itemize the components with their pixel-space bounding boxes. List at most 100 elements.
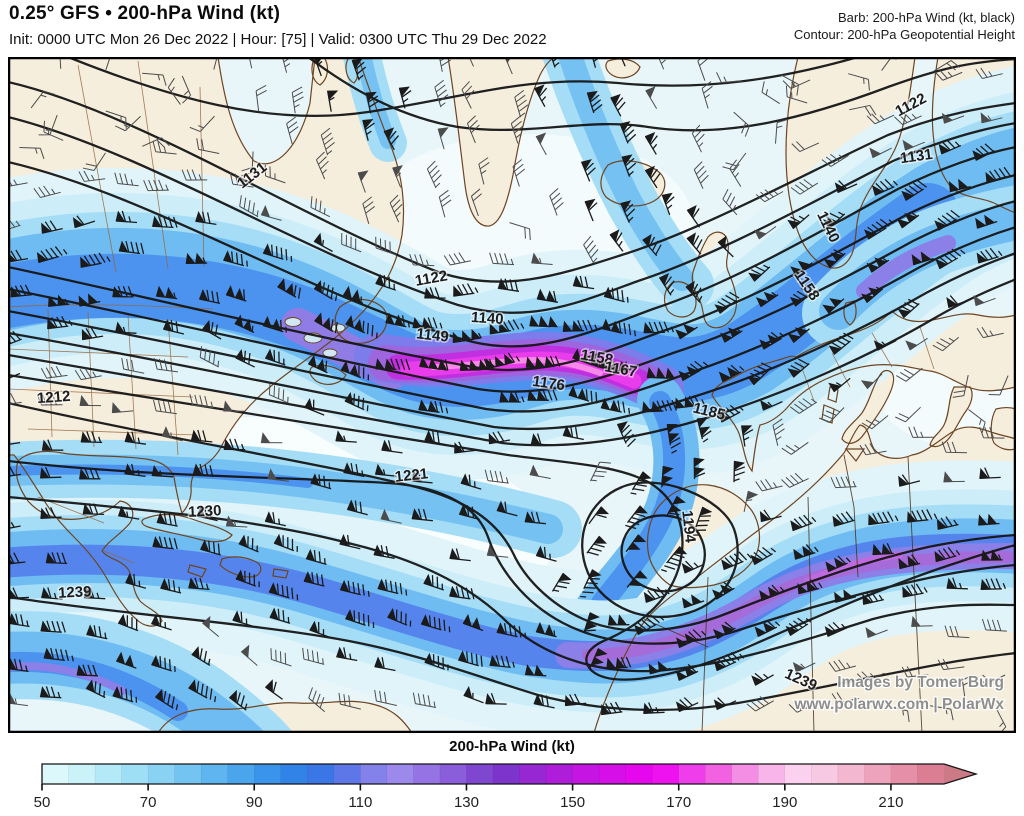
wind-barb: [339, 579, 370, 597]
wind-barb: [722, 188, 738, 216]
colorbar-segment: [545, 763, 574, 785]
wind-barb: [463, 685, 484, 704]
colorbar-segment: [758, 763, 786, 785]
colorbar-segment: [121, 763, 149, 785]
wind-barb: [264, 511, 286, 527]
wind-barb: [457, 650, 483, 667]
wind-barb: [160, 578, 182, 594]
wind-barb: [189, 115, 215, 132]
wind-barb: [946, 577, 968, 590]
wind-barb: [40, 366, 68, 379]
colorbar-segment: [705, 763, 733, 785]
wind-barb: [307, 354, 328, 374]
wind-barb: [362, 196, 375, 224]
wind-barb: [988, 375, 1009, 396]
wind-barb: [733, 111, 750, 137]
wind-barb: [666, 424, 681, 454]
wind-barb: [980, 578, 1007, 590]
colorbar-segment: [678, 763, 706, 785]
wind-barb: [525, 355, 561, 368]
wind-barb: [115, 651, 137, 669]
wind-barb: [894, 112, 922, 126]
wind-barb: [981, 549, 1003, 561]
wind-barb: [496, 622, 527, 639]
wind-barb: [232, 610, 254, 627]
wind-barb: [860, 286, 884, 304]
wind-barb: [619, 121, 637, 144]
wind-barb: [620, 200, 636, 223]
wind-barb: [185, 252, 208, 265]
wind-barb: [630, 471, 652, 495]
wind-barb: [310, 196, 331, 218]
wind-barb: [460, 473, 482, 490]
wind-barb: [267, 468, 289, 482]
wind-barb: [980, 112, 1003, 124]
wind-barb: [828, 332, 854, 355]
wind-barb: [642, 399, 678, 413]
wind-barb: [78, 293, 101, 307]
wind-barb: [151, 654, 176, 672]
africa-borders: [643, 454, 923, 733]
wind-barb: [590, 461, 611, 482]
wind-barb: [308, 687, 326, 713]
wind-barb: [972, 143, 995, 161]
colorbar-tick-label: 210: [878, 794, 903, 811]
wind-barb: [19, 147, 45, 160]
land-greece: [930, 387, 973, 447]
colorbar-segment: [784, 763, 812, 785]
wind-barb: [81, 327, 104, 341]
wind-barb: [825, 555, 851, 573]
wind-barb: [975, 67, 1003, 80]
legend-notes: Barb: 200-hPa Wind (kt, black) Contour: …: [794, 9, 1015, 43]
wind-barb: [458, 504, 480, 521]
wind-barb: [934, 69, 963, 81]
wind-barb: [449, 585, 475, 600]
wind-barb: [531, 252, 553, 265]
colorbar-tick-label: 110: [348, 794, 372, 811]
wind-barb: [821, 153, 849, 167]
wind-barb: [938, 139, 962, 155]
wind-barb: [387, 607, 412, 627]
wind-barb: [30, 90, 55, 109]
wind-barb: [823, 249, 846, 269]
wind-barb: [755, 189, 784, 203]
wind-barb: [339, 534, 361, 550]
map-border: [8, 57, 1016, 733]
colorbar-section: 200-hPa Wind (kt) 50 70 90 110 130 150 170 190 2…: [0, 733, 1024, 816]
wind-barb: [691, 124, 705, 153]
weather-map: 1122113111221131114011401149115811671158…: [8, 57, 1016, 733]
wind-barb: [241, 151, 254, 177]
wind-barb: [8, 217, 21, 232]
wind-barb: [484, 469, 509, 484]
wind-barb: [202, 320, 222, 340]
wind-barb: [392, 165, 404, 188]
wind-barb: [530, 433, 553, 446]
wind-barb: [152, 536, 178, 550]
coastline: [334, 298, 388, 344]
wind-barb: [743, 490, 759, 512]
wind-barb: [824, 621, 848, 637]
wind-barb: [195, 211, 217, 226]
legend-contour-note: Contour: 200-hPa Geopotential Height: [793, 27, 1015, 42]
wind-barb: [564, 693, 587, 707]
coastline: [309, 364, 347, 385]
contour-label: 1212: [36, 388, 70, 407]
wind-barb: [8, 330, 22, 348]
wind-barb: [902, 139, 925, 151]
wind-barb: [748, 264, 771, 282]
wind-barb: [713, 697, 737, 711]
contour-label: 1230: [188, 502, 222, 521]
wind-barb: [291, 86, 304, 114]
wind-barb: [181, 75, 192, 104]
wind-barb: [488, 431, 511, 445]
wind-barb: [486, 544, 509, 558]
wind-barb: [79, 468, 101, 480]
wind-barb: [733, 460, 746, 483]
wind-barb: [716, 72, 743, 83]
wind-barb: [873, 339, 897, 351]
wind-barb: [648, 660, 671, 675]
contour-label: 1140: [470, 309, 504, 328]
wind-barb: [643, 702, 665, 714]
wind-barb: [862, 591, 885, 605]
wind-barb: [911, 615, 933, 627]
